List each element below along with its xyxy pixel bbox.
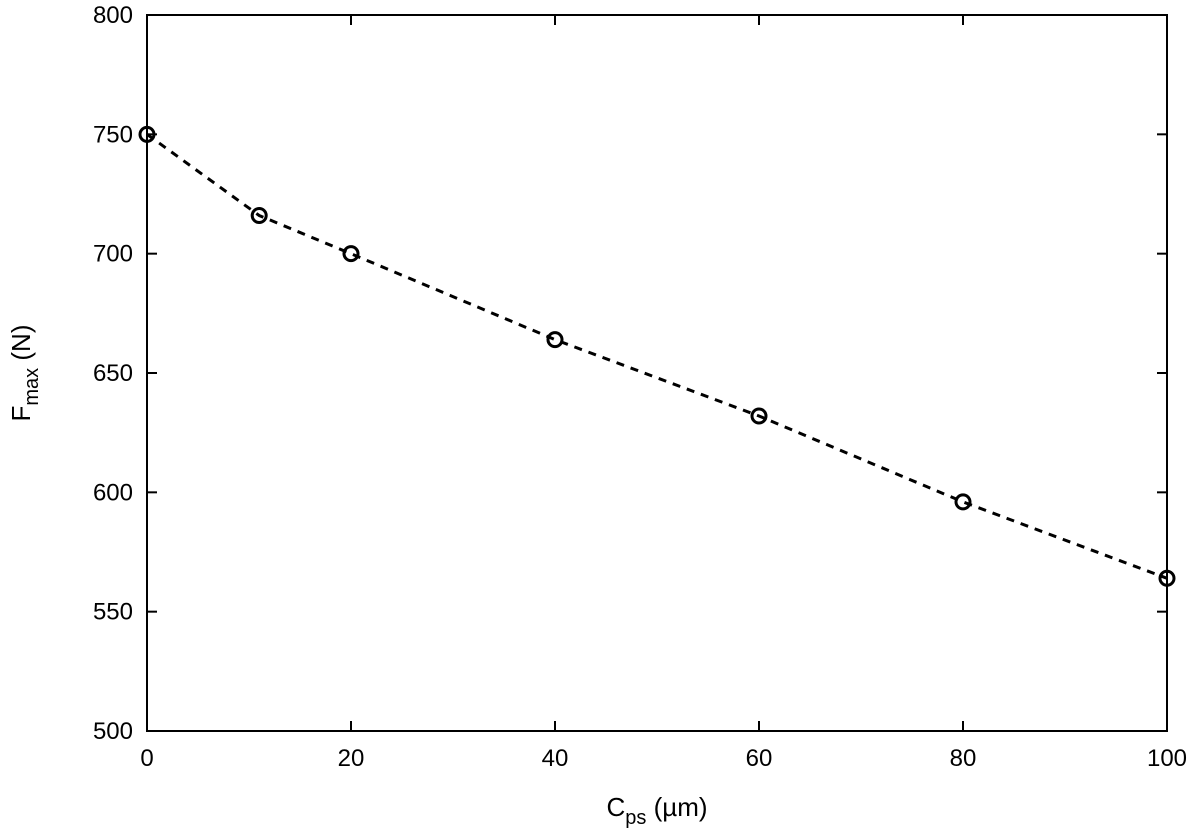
data-point [342,245,360,263]
y-tick-label: 550 [93,599,133,626]
y-tick-label: 600 [93,479,133,506]
x-tick-label: 40 [542,745,569,772]
x-tick-label: 60 [746,745,773,772]
data-point [546,331,564,349]
y-tick-labels: 500 550 600 650 700 750 800 [93,2,133,745]
x-axis-title-unit: (µm) [646,792,707,822]
y-tick-label: 500 [93,718,133,745]
y-tick-label: 800 [93,2,133,29]
y-tick-label: 650 [93,360,133,387]
x-tick-label: 20 [338,745,365,772]
y-axis-title-unit: (N) [6,324,36,367]
y-axis-title-sub: max [21,368,43,406]
plot-frame [146,14,1168,732]
data-point [1158,569,1176,587]
axis-ticks [146,14,1168,732]
x-tick-labels: 0 20 40 60 80 100 [140,745,1187,772]
data-point [138,125,156,143]
y-tick-label: 700 [93,241,133,268]
x-tick-label: 100 [1147,745,1187,772]
x-tick-label: 0 [140,745,153,772]
x-axis-title-sub: ps [625,807,646,829]
x-tick-label: 80 [950,745,977,772]
x-axis-title-main: C [606,792,625,822]
data-point [250,206,268,224]
series-markers [138,125,1176,587]
x-axis-title: Cps (µm) [606,792,707,829]
data-point [750,407,768,425]
y-tick-label: 750 [93,121,133,148]
data-point [954,493,972,511]
y-axis-title: Fmax (N) [6,324,43,421]
series-line [146,133,1168,580]
y-axis-title-main: F [6,406,36,422]
